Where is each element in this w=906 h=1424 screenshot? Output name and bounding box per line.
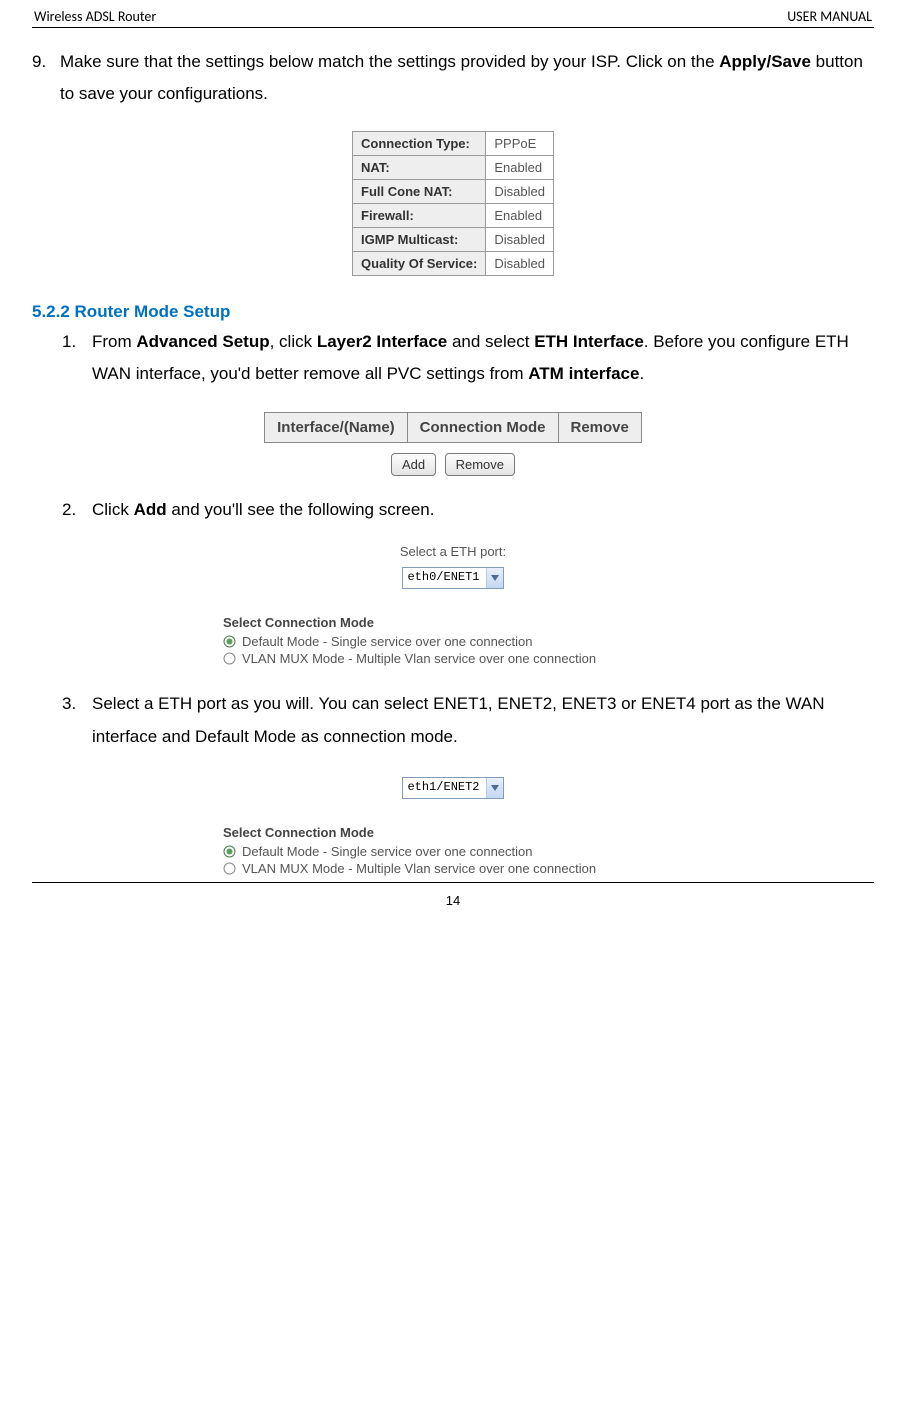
eth-port-select-2[interactable]: eth1/ENET2 — [402, 777, 503, 799]
step2-p2: and you'll see the following screen. — [167, 500, 435, 519]
settings-value: Enabled — [486, 203, 554, 227]
dropdown-arrow-icon — [486, 568, 503, 588]
eth-port-select-1-value: eth0/ENET1 — [403, 568, 485, 588]
step1-b2: Layer2 Interface — [317, 332, 447, 351]
section-heading: 5.2.2 Router Mode Setup — [32, 302, 874, 322]
footer-divider — [32, 882, 874, 883]
table-row: IGMP Multicast:Disabled — [353, 227, 554, 251]
eth-col1: Interface/(Name) — [265, 413, 408, 443]
step3-number: 3. — [62, 688, 92, 753]
settings-label: Firewall: — [353, 203, 486, 227]
settings-value: Disabled — [486, 227, 554, 251]
radio-default-mode-1[interactable] — [223, 635, 236, 648]
step2-b1: Add — [134, 500, 167, 519]
radio-default-mode-2-label: Default Mode - Single service over one c… — [242, 844, 533, 859]
radio-vlan-mode-1[interactable] — [223, 652, 236, 665]
settings-label: Quality Of Service: — [353, 251, 486, 275]
eth-col3: Remove — [558, 413, 641, 443]
step2-p1: Click — [92, 500, 134, 519]
add-button[interactable]: Add — [391, 453, 436, 476]
step1-p1: From — [92, 332, 136, 351]
radio-default-mode-1-label: Default Mode - Single service over one c… — [242, 634, 533, 649]
step1-p5: . — [639, 364, 644, 383]
table-row: Quality Of Service:Disabled — [353, 251, 554, 275]
step9-bold: Apply/Save — [719, 52, 811, 71]
settings-label: Full Cone NAT: — [353, 179, 486, 203]
step2-number: 2. — [62, 494, 92, 526]
step3-text: Select a ETH port as you will. You can s… — [92, 688, 874, 753]
select-eth-label: Select a ETH port: — [223, 544, 683, 559]
radio-default-mode-2[interactable] — [223, 845, 236, 858]
header-left: Wireless ADSL Router — [34, 8, 156, 25]
settings-value: Enabled — [486, 155, 554, 179]
eth-port-select-1[interactable]: eth0/ENET1 — [402, 567, 503, 589]
step1-b4: ATM interface — [528, 364, 639, 383]
settings-label: Connection Type: — [353, 131, 486, 155]
settings-label: NAT: — [353, 155, 486, 179]
table-row: Connection Type:PPPoE — [353, 131, 554, 155]
step9-text-prefix: Make sure that the settings below match … — [60, 52, 719, 71]
header-divider — [32, 27, 874, 28]
step1-b1: Advanced Setup — [136, 332, 269, 351]
settings-value: Disabled — [486, 179, 554, 203]
radio-vlan-mode-1-label: VLAN MUX Mode - Multiple Vlan service ov… — [242, 651, 596, 666]
connection-mode-heading-1: Select Connection Mode — [223, 615, 683, 630]
table-row: NAT:Enabled — [353, 155, 554, 179]
step1-p3: and select — [447, 332, 534, 351]
eth-port-select-2-value: eth1/ENET2 — [403, 778, 485, 798]
radio-vlan-mode-2[interactable] — [223, 862, 236, 875]
eth-interface-table: Interface/(Name) Connection Mode Remove — [264, 412, 642, 443]
step1-number: 1. — [62, 326, 92, 391]
settings-value: PPPoE — [486, 131, 554, 155]
settings-value: Disabled — [486, 251, 554, 275]
settings-label: IGMP Multicast: — [353, 227, 486, 251]
dropdown-arrow-icon — [486, 778, 503, 798]
step9-number: 9. — [32, 46, 60, 111]
connection-mode-heading-2: Select Connection Mode — [223, 825, 683, 840]
table-row: Full Cone NAT:Disabled — [353, 179, 554, 203]
step1-b3: ETH Interface — [534, 332, 644, 351]
settings-summary-table: Connection Type:PPPoENAT:EnabledFull Con… — [352, 131, 554, 276]
page-number: 14 — [32, 893, 874, 908]
remove-button[interactable]: Remove — [445, 453, 515, 476]
step1-p2: , click — [270, 332, 317, 351]
table-row: Firewall:Enabled — [353, 203, 554, 227]
header-right: USER MANUAL — [787, 8, 872, 25]
eth-col2: Connection Mode — [407, 413, 558, 443]
radio-vlan-mode-2-label: VLAN MUX Mode - Multiple Vlan service ov… — [242, 861, 596, 876]
